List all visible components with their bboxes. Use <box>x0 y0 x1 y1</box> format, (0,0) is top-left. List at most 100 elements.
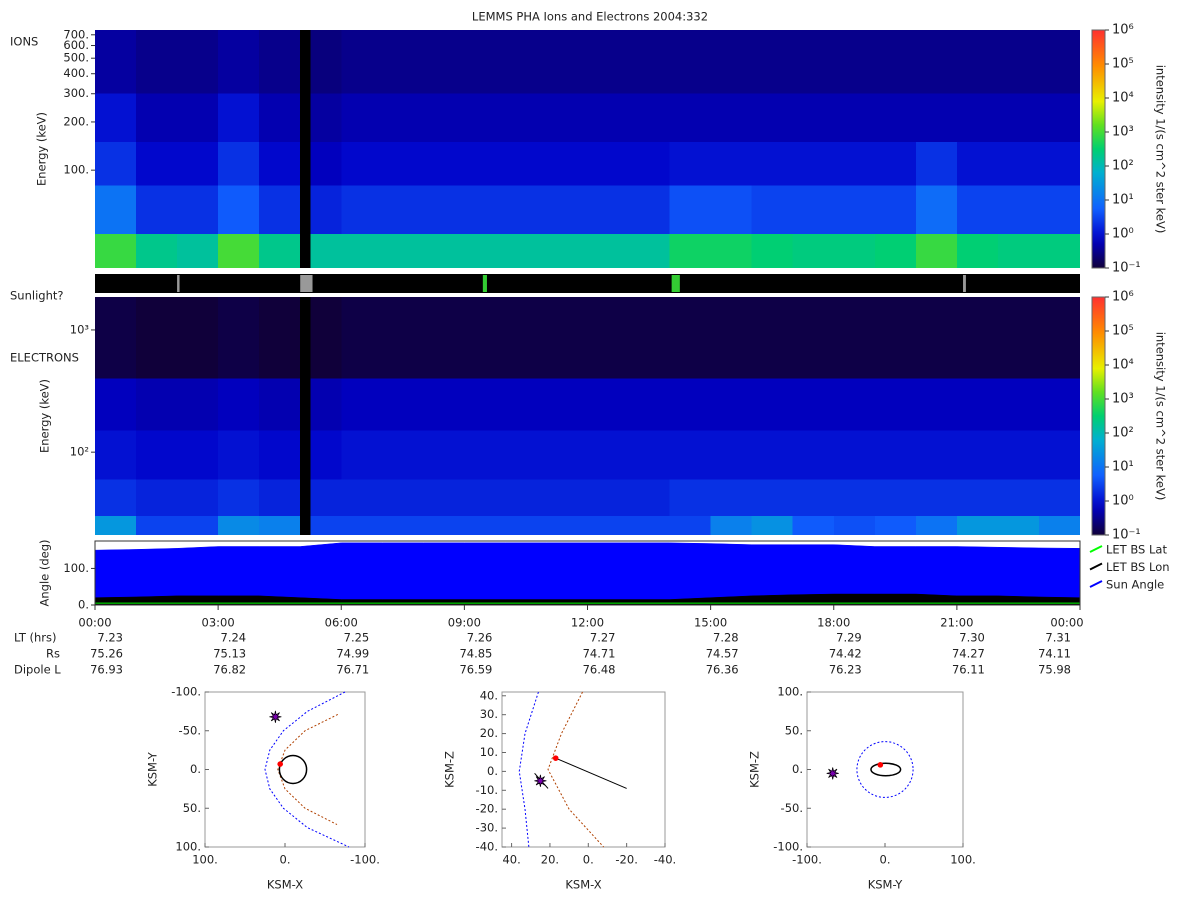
heatmap-cell <box>341 297 383 379</box>
heatmap-cell <box>997 233 1039 268</box>
spacecraft-marker <box>269 710 282 723</box>
heatmap-cell <box>505 93 547 142</box>
heatmap-cell <box>341 479 383 517</box>
heatmap-cell <box>833 430 875 480</box>
colorbar-tick-label: 10⁶ <box>1112 23 1134 38</box>
y-tick-label: 100. <box>175 840 201 854</box>
y-tick-label: 700. <box>63 27 89 41</box>
x-tick-label: 21:00 <box>940 616 973 630</box>
plot-frame <box>806 691 964 848</box>
heatmap-cell <box>136 141 178 186</box>
heatmap-cell <box>587 141 629 186</box>
heatmap-cell <box>136 30 178 94</box>
y-tick-label: 600. <box>63 38 89 52</box>
panel-label: Sunlight? <box>10 289 63 303</box>
heatmap-cell <box>833 479 875 517</box>
colorbar-label: intensity 1/(s cm^2 ster keV) <box>1154 332 1168 501</box>
heatmap-cell <box>505 30 547 94</box>
heatmap-cell <box>341 185 383 234</box>
heatmap-cell <box>505 378 547 431</box>
heatmap-cell <box>464 141 506 186</box>
heatmap-cell <box>915 479 957 517</box>
heatmap-cell <box>915 30 957 94</box>
heatmap-cell <box>997 93 1039 142</box>
position-dot <box>877 762 884 768</box>
ephemeris-value: 76.93 <box>90 663 123 677</box>
ephemeris-value: 76.23 <box>829 663 862 677</box>
ephemeris-value: 7.23 <box>97 631 123 645</box>
x-tick-label: 0. <box>583 853 594 867</box>
heatmap-cell <box>833 297 875 379</box>
heatmap-cell <box>956 233 998 268</box>
heatmap-cell <box>628 93 670 142</box>
heatmap-cell <box>587 430 629 480</box>
heatmap-cell <box>505 430 547 480</box>
heatmap-cell <box>1038 141 1080 186</box>
y-tick-label: -20. <box>476 802 498 816</box>
colorbar <box>1091 296 1106 536</box>
y-tick-label: 40. <box>480 688 498 702</box>
heatmap-cell <box>218 297 260 379</box>
heatmap-cell <box>423 430 465 480</box>
heatmap-cell <box>423 233 465 268</box>
y-tick-label: 500. <box>63 51 89 65</box>
y-tick-label: -10. <box>476 783 498 797</box>
heatmap-cell <box>587 93 629 142</box>
heatmap-cell <box>259 479 301 517</box>
ephemeris-value: 74.85 <box>459 647 492 661</box>
series-area <box>94 542 1081 606</box>
heatmap-cell <box>218 378 260 431</box>
heatmap-cell <box>956 185 998 234</box>
heatmap-cell <box>218 30 260 94</box>
heatmap-cell <box>310 141 342 186</box>
heatmap-cell <box>956 516 998 535</box>
heatmap-cell <box>1038 297 1080 379</box>
heatmap-cell <box>95 430 137 480</box>
heatmap-cell <box>464 30 506 94</box>
heatmap-cell <box>956 297 998 379</box>
ephemeris-value: 7.31 <box>1045 631 1071 645</box>
heatmap-cell <box>259 30 301 94</box>
x-tick-label: 100. <box>950 853 976 867</box>
heatmap-cell <box>587 233 629 268</box>
page-title: LEMMS PHA Ions and Electrons 2004:332 <box>472 10 708 24</box>
heatmap-cell <box>177 233 219 268</box>
heatmap-cell <box>310 479 342 517</box>
heatmap-cell <box>218 479 260 517</box>
heatmap-cell <box>310 233 342 268</box>
y-tick-label: 20. <box>480 726 498 740</box>
orbit-curve <box>264 691 350 848</box>
heatmap-cell <box>136 516 178 535</box>
heatmap-cell <box>669 479 711 517</box>
heatmap-cell <box>997 479 1039 517</box>
heatmap-cell <box>833 30 875 94</box>
heatmap-cell <box>423 297 465 379</box>
heatmap-cell <box>669 233 711 268</box>
heatmap-cell <box>710 185 752 234</box>
heatmap-cell <box>341 30 383 94</box>
y-tick-label: 200. <box>63 114 89 128</box>
position-dot <box>552 755 559 761</box>
y-tick-label: 0. <box>190 762 201 776</box>
ephemeris-value: 74.42 <box>829 647 862 661</box>
heatmap-cell <box>997 185 1039 234</box>
heatmap-cell <box>136 233 178 268</box>
heatmap-cell <box>177 430 219 480</box>
heatmap-cell <box>423 378 465 431</box>
heatmap-cell <box>259 233 301 268</box>
orbit-curve <box>518 691 539 848</box>
x-tick-label: 03:00 <box>202 616 235 630</box>
heatmap-cell <box>310 430 342 480</box>
heatmap-cell <box>751 479 793 517</box>
heatmap-cell <box>1038 516 1080 535</box>
heatmap-cell <box>464 430 506 480</box>
heatmap-cell <box>792 430 834 480</box>
sunlight-segment <box>177 275 180 292</box>
x-axis-label: KSM-X <box>565 878 601 892</box>
heatmap-cell <box>915 516 957 535</box>
heatmap-cell <box>628 479 670 517</box>
heatmap-cell <box>382 141 424 186</box>
heatmap-cell <box>833 233 875 268</box>
ephemeris-value: 74.57 <box>706 647 739 661</box>
heatmap-cell <box>341 141 383 186</box>
